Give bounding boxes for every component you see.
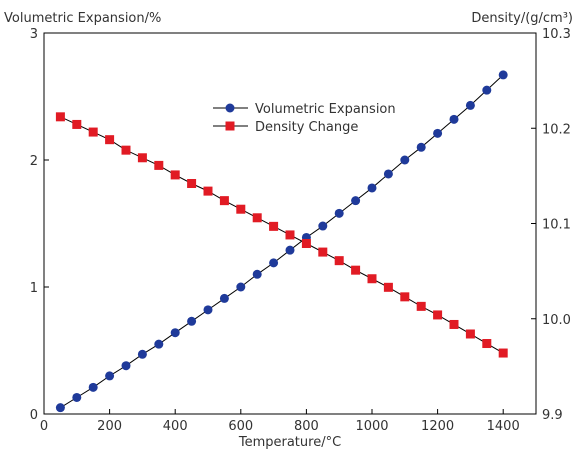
y-right-tick-label: 10.2 bbox=[542, 122, 571, 137]
data-point-volumetric-expansion bbox=[416, 142, 426, 152]
data-point-volumetric-expansion bbox=[269, 258, 279, 268]
x-tick-label: 200 bbox=[97, 419, 122, 434]
data-point-density-change bbox=[367, 274, 377, 284]
data-point-volumetric-expansion bbox=[137, 349, 147, 359]
data-point-volumetric-expansion bbox=[482, 85, 492, 95]
legend-label-density-change: Density Change bbox=[255, 120, 358, 135]
data-point-density-change bbox=[105, 135, 115, 145]
y-left-tick-label: 2 bbox=[30, 154, 38, 169]
data-point-volumetric-expansion bbox=[170, 328, 180, 338]
y-right-axis-ticks: 9.9 10.0 10.1 10.2 10.3 bbox=[531, 27, 571, 423]
data-point-density-change bbox=[187, 178, 197, 188]
data-point-density-change bbox=[416, 301, 426, 311]
plot-frame bbox=[43, 32, 537, 415]
y-right-tick-label: 10.1 bbox=[542, 218, 571, 233]
data-point-volumetric-expansion bbox=[400, 155, 410, 165]
legend-item-volumetric-expansion: Volumetric Expansion bbox=[213, 102, 396, 117]
data-point-volumetric-expansion bbox=[105, 371, 115, 381]
y-right-axis-title: Density/(g/cm³) bbox=[471, 11, 573, 26]
data-point-volumetric-expansion bbox=[318, 221, 328, 231]
data-point-volumetric-expansion bbox=[465, 100, 475, 110]
data-point-volumetric-expansion bbox=[203, 305, 213, 315]
data-point-volumetric-expansion bbox=[72, 392, 82, 402]
data-point-volumetric-expansion bbox=[88, 382, 98, 392]
data-point-density-change bbox=[269, 221, 279, 231]
data-point-density-change bbox=[170, 170, 180, 180]
data-point-volumetric-expansion bbox=[187, 316, 197, 326]
data-point-volumetric-expansion bbox=[433, 128, 443, 138]
y-right-tick-label: 9.9 bbox=[542, 408, 563, 423]
legend: Volumetric Expansion Density Change bbox=[213, 102, 396, 135]
x-axis-title: Temperature/°C bbox=[238, 435, 341, 450]
series-line-density-change bbox=[60, 116, 504, 354]
data-point-density-change bbox=[219, 196, 229, 206]
data-point-density-change bbox=[301, 239, 311, 249]
data-point-density-change bbox=[88, 127, 98, 137]
data-point-density-change bbox=[55, 112, 65, 122]
x-tick-label: 0 bbox=[40, 419, 48, 434]
data-point-volumetric-expansion bbox=[154, 339, 164, 349]
data-point-density-change bbox=[482, 339, 492, 349]
data-point-density-change bbox=[400, 292, 410, 302]
data-point-volumetric-expansion bbox=[252, 269, 262, 279]
x-axis-ticks: 0 200 400 600 800 1000 1200 1400 bbox=[40, 409, 520, 434]
data-point-density-change bbox=[203, 186, 213, 196]
legend-marker-square bbox=[225, 121, 235, 131]
data-point-volumetric-expansion bbox=[449, 114, 459, 124]
data-point-density-change bbox=[334, 256, 344, 266]
y-left-axis-title: Volumetric Expansion/% bbox=[4, 11, 161, 26]
data-point-volumetric-expansion bbox=[55, 403, 65, 413]
data-point-volumetric-expansion bbox=[383, 169, 393, 179]
data-point-volumetric-expansion bbox=[367, 183, 377, 193]
y-left-axis-ticks: 0 1 2 3 bbox=[30, 27, 49, 423]
data-point-density-change bbox=[137, 153, 147, 163]
y-left-tick-label: 0 bbox=[30, 408, 38, 423]
data-point-volumetric-expansion bbox=[351, 196, 361, 206]
x-tick-label: 600 bbox=[228, 419, 253, 434]
data-point-density-change bbox=[498, 348, 508, 358]
series-line-volumetric-expansion bbox=[60, 74, 504, 409]
data-point-density-change bbox=[383, 282, 393, 292]
series-layer bbox=[55, 70, 508, 413]
x-tick-label: 1200 bbox=[421, 419, 454, 434]
data-point-volumetric-expansion bbox=[498, 70, 508, 80]
data-point-volumetric-expansion bbox=[236, 282, 246, 292]
data-point-density-change bbox=[433, 310, 443, 320]
data-point-volumetric-expansion bbox=[334, 208, 344, 218]
y-left-tick-label: 3 bbox=[30, 27, 38, 42]
data-point-density-change bbox=[252, 213, 262, 223]
data-point-density-change bbox=[449, 319, 459, 329]
data-point-density-change bbox=[351, 265, 361, 275]
data-point-density-change bbox=[236, 204, 246, 214]
legend-label-volumetric-expansion: Volumetric Expansion bbox=[255, 102, 396, 117]
data-point-density-change bbox=[121, 145, 131, 155]
x-tick-label: 1400 bbox=[487, 419, 520, 434]
legend-item-density-change: Density Change bbox=[213, 120, 358, 135]
data-point-density-change bbox=[318, 247, 328, 257]
data-point-density-change bbox=[72, 119, 82, 129]
data-point-density-change bbox=[465, 329, 475, 339]
y-right-tick-label: 10.0 bbox=[542, 313, 571, 328]
data-point-volumetric-expansion bbox=[219, 293, 229, 303]
x-tick-label: 800 bbox=[294, 419, 319, 434]
y-right-tick-label: 10.3 bbox=[542, 27, 571, 42]
x-tick-label: 1000 bbox=[355, 419, 388, 434]
data-point-density-change bbox=[285, 230, 295, 240]
data-point-density-change bbox=[154, 160, 164, 170]
x-tick-label: 400 bbox=[163, 419, 188, 434]
y-left-tick-label: 1 bbox=[30, 281, 38, 296]
legend-marker-circle bbox=[225, 103, 235, 113]
data-point-volumetric-expansion bbox=[121, 361, 131, 371]
data-point-volumetric-expansion bbox=[285, 245, 295, 255]
